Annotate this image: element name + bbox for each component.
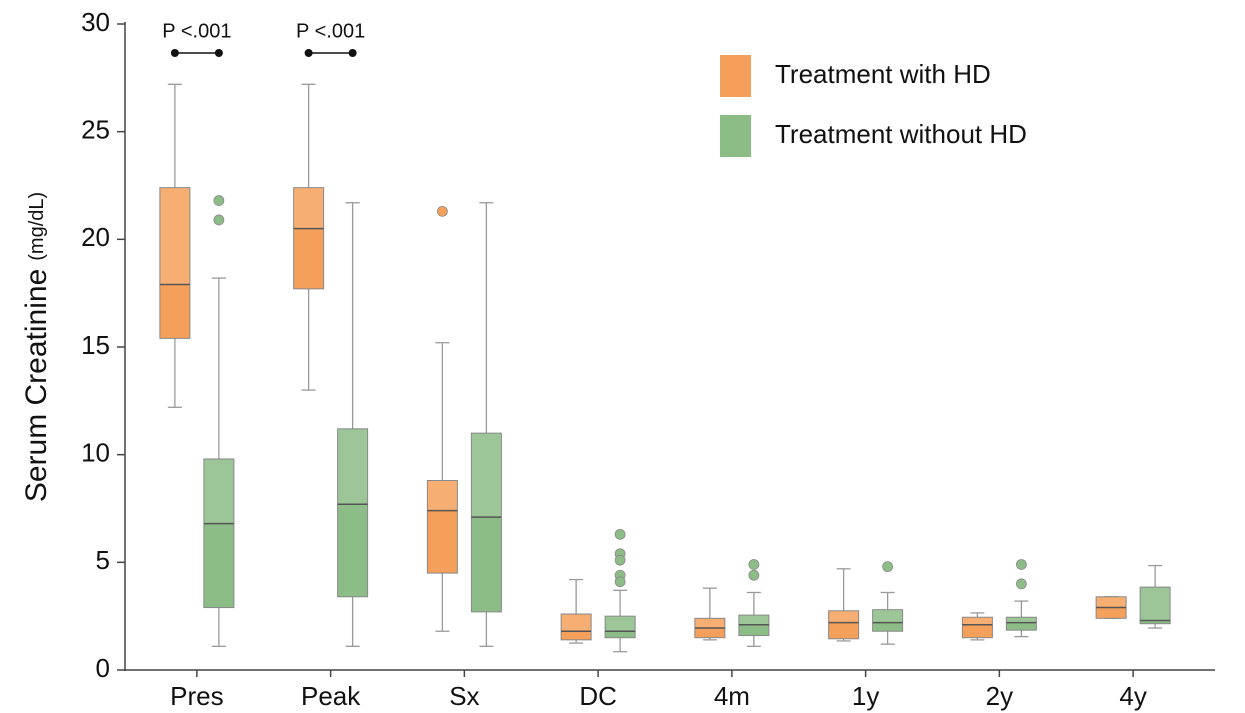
legend-label: Treatment without HD [775,119,1027,149]
annotation: P <.001 [162,20,231,42]
outlier [748,569,760,581]
box-upper [962,617,992,625]
bracket-end [304,49,313,57]
x-tick-label: 4m [714,681,750,711]
box-upper [204,459,234,524]
box-upper [1096,597,1126,608]
box-upper [471,433,501,518]
outlier [614,528,626,540]
box-upper [160,188,190,285]
box-upper [739,615,769,625]
box [337,428,369,598]
outlier [748,559,760,570]
outlier [213,214,225,226]
y-tick-label: 5 [96,545,110,575]
x-tick-label: Pres [170,681,223,711]
box-upper [427,481,457,511]
outlier [882,561,894,573]
x-tick-label: 2y [986,681,1013,711]
box [293,187,325,290]
box-upper [605,616,635,632]
box [1139,586,1171,625]
box-upper [338,429,368,505]
legend-swatch [720,55,751,97]
box-upper [829,611,859,623]
y-tick-label: 30 [81,7,110,37]
box [1005,616,1037,631]
y-tick-label: 15 [81,330,110,360]
box [604,615,636,639]
annotation: P <.001 [296,20,365,42]
x-tick-label: DC [579,681,617,711]
legend-swatch [720,115,751,157]
box [426,480,458,574]
y-tick-label: 25 [81,115,110,145]
y-tick-label: 20 [81,222,110,252]
box-upper [294,188,324,229]
y-axis-title: Serum Creatinine [20,269,53,502]
y-axis-unit: (mg/dL) [26,192,48,261]
box [203,458,235,609]
y-axis-label: Serum Creatinine (mg/dL) [20,192,53,502]
box [470,432,502,613]
y-tick-label: 10 [81,438,110,468]
box-upper [1140,587,1170,621]
outlier [213,195,225,206]
x-tick-label: 1y [852,681,879,711]
box-upper [1006,617,1036,623]
box [560,613,592,641]
y-tick-label: 0 [96,653,110,683]
box [828,610,860,640]
outlier [1015,578,1027,590]
box [159,187,191,339]
outlier [614,554,626,566]
bracket-end [170,49,179,57]
x-tick-label: 4y [1119,681,1146,711]
bracket-end [348,49,357,57]
bracket-end [214,49,223,57]
box [872,609,904,632]
x-tick-label: Sx [449,681,479,711]
outlier [614,576,626,588]
box-upper [695,618,725,629]
box-upper [873,610,903,623]
outlier [436,205,448,217]
outlier [1015,559,1027,570]
legend-label: Treatment with HD [775,59,991,89]
x-tick-label: Peak [301,681,361,711]
box-upper [561,614,591,632]
box [961,616,993,639]
